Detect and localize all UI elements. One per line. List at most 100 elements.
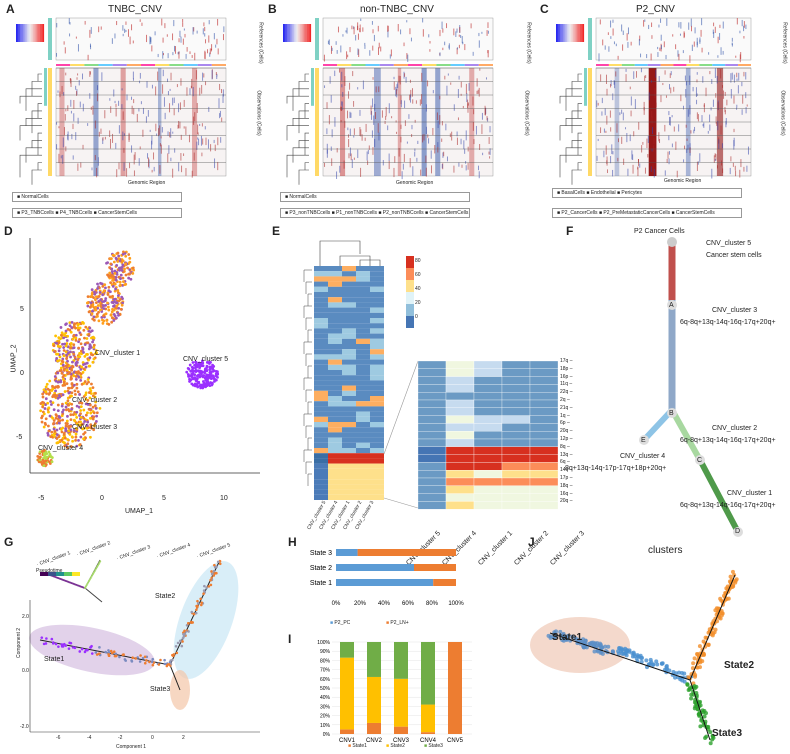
umap-cell-point <box>47 410 50 414</box>
obs-cnv-mark <box>724 91 726 96</box>
umap-cell-point <box>67 386 71 390</box>
obs-cnv-mark <box>670 87 672 94</box>
umap-cell-point <box>63 383 67 387</box>
g-cell-point <box>174 644 178 648</box>
e-big-cell <box>445 446 475 455</box>
obs-cnv-mark <box>178 162 180 172</box>
umap-cell-point <box>77 438 80 442</box>
umap-cell-point <box>70 320 74 324</box>
g-cell-point <box>167 663 171 666</box>
j-cell-point <box>619 648 624 653</box>
e-big-cell <box>473 431 503 440</box>
umap-cell-point <box>48 379 52 383</box>
obs-cnv-mark <box>669 84 671 90</box>
j-cell-point <box>697 713 702 718</box>
j-cell-point <box>695 665 700 670</box>
chrom-bar-seg <box>621 64 635 66</box>
obs-cnv-mark <box>183 99 185 107</box>
umap-cell-point <box>79 423 83 427</box>
obs-cnv-mark <box>738 72 740 81</box>
h-xtick: 80% <box>426 601 439 607</box>
umap-cell-point <box>88 387 92 390</box>
e-small-cell <box>370 442 384 448</box>
e-small-cell <box>342 489 356 495</box>
obs-cnv-mark <box>89 71 91 77</box>
g-cell-point <box>203 584 206 588</box>
obs-cnv-mark <box>352 71 354 77</box>
umap-cell-point <box>44 417 48 421</box>
ref-cnv-mark <box>125 21 127 25</box>
ref-cnv-mark <box>407 54 409 62</box>
cnv-color-scale <box>16 24 45 42</box>
g-cell-point <box>205 586 208 589</box>
umap-cell-point <box>46 387 50 391</box>
g-cell-point <box>80 647 84 651</box>
g-cell-point <box>83 650 87 654</box>
obs-cnv-mark <box>340 106 342 111</box>
obs-cnv-mark <box>365 123 367 132</box>
obs-cnv-mark <box>726 99 728 106</box>
obs-cnv-mark <box>78 80 80 86</box>
ref-cnv-mark <box>372 29 374 34</box>
panel-c-legend-1: ■ BasalCells ■ Endothelial ■ Pericytes <box>552 188 742 198</box>
ref-cnv-mark <box>650 53 652 61</box>
obs-cnv-mark <box>644 75 646 82</box>
obs-cnv-mark <box>612 151 614 155</box>
umap-cell-point-c5 <box>208 384 212 388</box>
f-c3-sub: 6q-8q+13q-14q-16q-17q+20q+ <box>680 319 776 326</box>
umap-cell-point <box>47 406 51 410</box>
ref-cnv-mark <box>90 27 92 34</box>
obs-cnv-mark <box>215 72 217 76</box>
umap-cell-point <box>83 336 86 340</box>
obs-cnv-mark <box>741 109 743 115</box>
j-cell-point <box>720 611 725 616</box>
e-small-cell <box>370 266 384 272</box>
umap-cell-point <box>53 349 57 353</box>
g-cell-point <box>213 572 216 575</box>
e-big-cell <box>445 384 475 393</box>
g-cell-point <box>216 560 220 564</box>
e-big-cell <box>417 431 447 440</box>
ref-cnv-mark <box>210 48 212 52</box>
ref-cnv-mark <box>183 28 185 31</box>
umap-cell-point <box>93 290 96 294</box>
g-cell-point <box>107 649 110 652</box>
ref-cnv-mark <box>209 48 211 55</box>
umap-cell-point <box>74 435 78 439</box>
obs-cnv-mark <box>642 141 644 145</box>
ref-cnv-mark <box>56 23 58 28</box>
e-small-cell <box>356 302 370 308</box>
e-small-cell <box>342 344 356 350</box>
panel-c-ref-label: References (Cells) <box>781 22 788 64</box>
obs-cnv-mark <box>374 138 376 148</box>
obs-cnv-mark <box>92 105 94 115</box>
umap-cell-point <box>90 292 94 296</box>
e-small-cell <box>342 349 356 355</box>
ref-cnv-mark <box>464 43 466 51</box>
umap-cell-point <box>65 357 68 360</box>
chrom-bar-seg <box>70 64 85 66</box>
obs-cnv-mark <box>387 125 389 131</box>
j-trajectory-path <box>549 574 736 741</box>
g-cell-point <box>136 656 139 659</box>
obs-cnv-mark <box>680 94 682 102</box>
j-cell-point <box>630 651 635 656</box>
g-cell-point <box>143 655 147 659</box>
umap-cell-point <box>102 319 106 323</box>
i-category-label: CNV4 <box>420 738 437 744</box>
obs-cnv-mark <box>140 101 142 105</box>
e-big-cell <box>445 454 475 463</box>
umap-cell-point-c5 <box>187 367 191 371</box>
umap-cell-point-c5 <box>194 361 198 364</box>
e-small-cell <box>356 292 370 298</box>
e-small-cell <box>342 286 356 292</box>
obs-cnv-mark <box>123 162 125 171</box>
umap-cell-point <box>51 395 55 399</box>
umap-cell-point <box>68 328 72 332</box>
obs-cnv-mark <box>425 126 427 135</box>
e-small-cell <box>370 458 384 464</box>
obs-cnv-mark <box>186 87 188 96</box>
obs-cnv-mark <box>723 90 725 99</box>
umap-cell-point <box>127 272 130 276</box>
e-small-cell <box>328 328 342 334</box>
